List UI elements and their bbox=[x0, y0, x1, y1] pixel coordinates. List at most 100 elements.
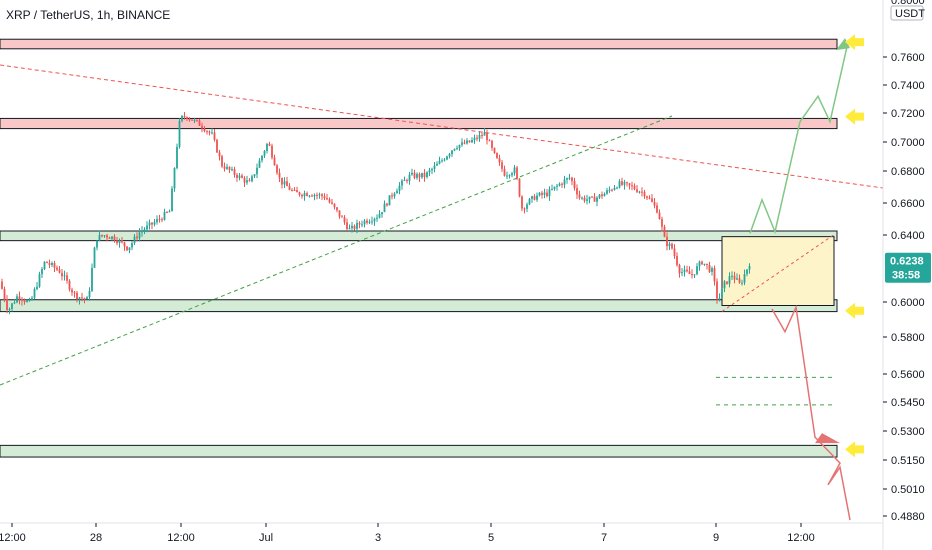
candle-body bbox=[383, 203, 386, 213]
candle-body bbox=[218, 152, 221, 157]
candle-body bbox=[91, 267, 93, 291]
candle-body bbox=[493, 147, 496, 153]
candle-body bbox=[543, 192, 546, 195]
candle-body bbox=[586, 199, 588, 201]
candle-body bbox=[471, 140, 473, 143]
candle-body bbox=[166, 211, 168, 213]
candle-body bbox=[391, 195, 393, 197]
candle-body bbox=[206, 131, 208, 133]
candle-body bbox=[433, 165, 436, 169]
candle-body bbox=[248, 180, 251, 182]
candle-body bbox=[713, 268, 716, 282]
candle-body bbox=[576, 188, 578, 195]
candle-body bbox=[371, 221, 373, 223]
candle-body bbox=[701, 261, 703, 265]
candle-body bbox=[256, 167, 258, 175]
candle-body bbox=[51, 263, 53, 265]
candle-body bbox=[641, 191, 643, 193]
candle-body bbox=[721, 288, 723, 299]
candle-body bbox=[536, 195, 538, 200]
candle-body bbox=[528, 198, 531, 205]
candle-body bbox=[26, 300, 28, 302]
candle-body bbox=[718, 298, 721, 300]
candle-body bbox=[263, 151, 266, 156]
bearish-projection-path bbox=[771, 304, 851, 521]
candle-body bbox=[171, 188, 173, 212]
candle-body bbox=[618, 181, 621, 188]
candle-body bbox=[41, 268, 43, 275]
candle-body bbox=[118, 240, 121, 244]
candle-body bbox=[83, 298, 86, 300]
candle-body bbox=[221, 156, 223, 167]
candle-body bbox=[548, 189, 551, 197]
candle-body bbox=[546, 192, 548, 197]
yellow-marker-arrow-icon bbox=[845, 34, 864, 51]
candle-body bbox=[311, 195, 313, 197]
candle-body bbox=[111, 236, 113, 239]
candle-body bbox=[533, 196, 536, 200]
y-tick-label: 0.5150 bbox=[891, 455, 925, 467]
y-tick-label: 0.6000 bbox=[891, 297, 925, 309]
candle-body bbox=[716, 281, 718, 299]
candle-body bbox=[126, 246, 128, 251]
candle-body bbox=[513, 167, 516, 174]
candle-body bbox=[103, 235, 106, 237]
y-tick-label: 0.6600 bbox=[891, 198, 925, 210]
candle-body bbox=[93, 247, 96, 268]
candle-body bbox=[381, 212, 383, 215]
candle-body bbox=[711, 268, 713, 272]
candle-body bbox=[43, 261, 46, 269]
candle-body bbox=[316, 194, 318, 196]
candle-body bbox=[328, 199, 331, 203]
candle-body bbox=[63, 275, 66, 277]
candle-body bbox=[31, 297, 33, 301]
candle-body bbox=[581, 197, 583, 199]
x-tick-label: 5 bbox=[488, 532, 494, 544]
level-zone-0 bbox=[0, 38, 838, 50]
candle-body bbox=[121, 240, 123, 243]
candle-body bbox=[198, 120, 201, 126]
candle-body bbox=[411, 172, 413, 175]
candle-body bbox=[303, 193, 306, 197]
candle-body bbox=[173, 168, 176, 189]
candle-body bbox=[211, 132, 213, 134]
candle-body bbox=[658, 212, 661, 220]
candle-body bbox=[488, 140, 491, 142]
candle-body bbox=[666, 236, 668, 247]
y-tick-label: 0.7600 bbox=[891, 52, 925, 64]
candle-body bbox=[516, 167, 518, 179]
chart-title: XRP / TetherUS, 1h, BINANCE bbox=[6, 8, 171, 22]
candle-body bbox=[186, 117, 188, 119]
candle-body bbox=[443, 159, 446, 161]
candle-body bbox=[588, 196, 591, 200]
candle-body bbox=[73, 292, 76, 294]
candle-body bbox=[448, 154, 451, 157]
candle-body bbox=[601, 194, 603, 197]
candle-body bbox=[266, 143, 268, 152]
candle-body bbox=[193, 119, 196, 121]
candle-body bbox=[18, 296, 21, 300]
candle-body bbox=[223, 166, 226, 169]
candle-body bbox=[703, 263, 706, 265]
candle-body bbox=[603, 193, 606, 197]
yellow-marker-arrow-icon bbox=[845, 302, 864, 319]
bullish-projection-path bbox=[749, 41, 849, 235]
candle-body bbox=[141, 230, 143, 233]
candle-body bbox=[346, 222, 348, 229]
candle-body bbox=[88, 290, 91, 298]
candle-body bbox=[453, 148, 456, 151]
candle-body bbox=[168, 211, 171, 213]
bearish-arrowhead bbox=[815, 433, 840, 444]
candle-body bbox=[98, 234, 101, 241]
candle-body bbox=[511, 173, 513, 176]
candle-body bbox=[353, 225, 356, 229]
candle-body bbox=[208, 131, 211, 133]
candle-body bbox=[403, 180, 406, 182]
candle-body bbox=[498, 158, 501, 163]
candle-body bbox=[101, 234, 103, 237]
y-tick-label: 0.7400 bbox=[891, 80, 925, 92]
candle-body bbox=[161, 219, 163, 221]
candle-body bbox=[3, 288, 6, 300]
x-tick-label: 12:00 bbox=[0, 532, 26, 544]
